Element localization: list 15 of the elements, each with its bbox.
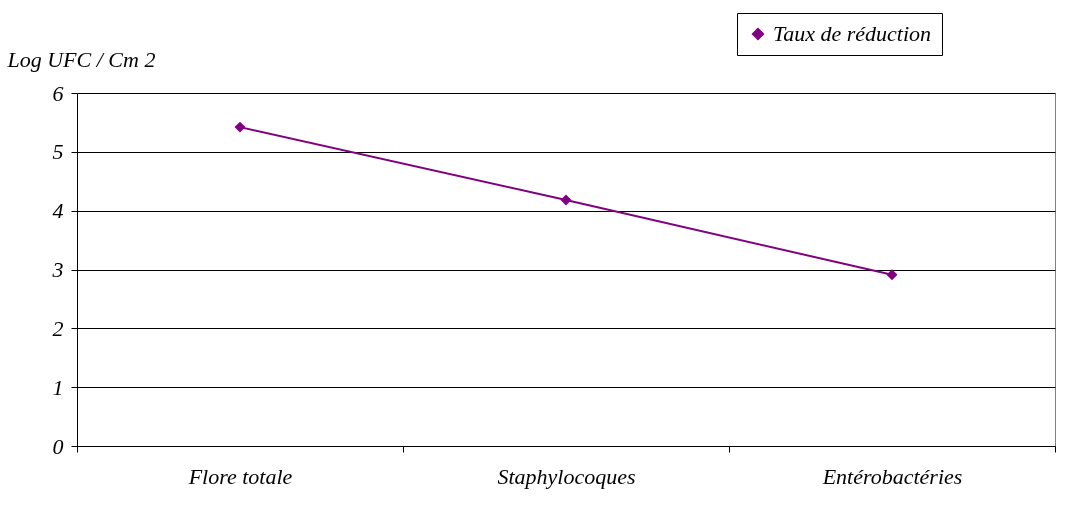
y-tick-label: 3 [51,257,64,282]
x-tick-label: Flore totale [187,463,293,489]
y-tick-label: 4 [52,198,64,224]
y-tick-label: 2 [52,315,64,341]
point [560,194,572,206]
y-tick-label: 1 [52,374,64,400]
x-tick-label: Staphylocoques [497,463,636,489]
y-tick-label: 0 [52,433,64,459]
x-tick-label: Entérobactéries [821,463,963,489]
y-tick-label: 6 [52,80,64,106]
point [234,121,246,133]
point [886,269,898,281]
y-tick-label: 5 [52,139,64,165]
legend-label: Taux de réduction [773,21,932,46]
y-axis-title: Log UFC / Cm 2 [6,46,156,72]
